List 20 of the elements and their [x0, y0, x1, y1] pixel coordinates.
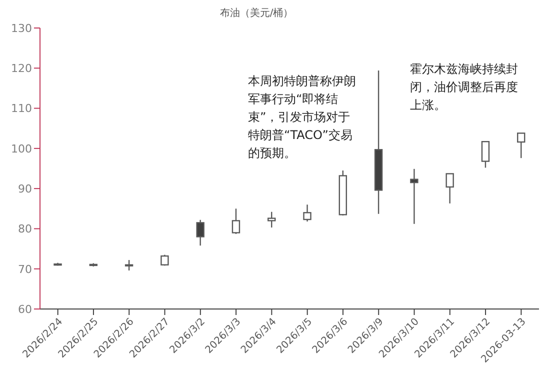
y-tick-label: 70 [18, 262, 32, 276]
candlestick [446, 173, 454, 204]
y-tick-label: 120 [11, 62, 32, 76]
candlestick [196, 219, 204, 246]
candlestick [517, 132, 526, 159]
chart-title: 布油（美元/桶） [218, 6, 294, 20]
y-tick-label: 90 [18, 182, 32, 196]
candlestick [232, 208, 240, 235]
y-tick-label: 60 [18, 302, 32, 316]
candlestick [410, 168, 418, 224]
y-tick-label: 80 [18, 222, 32, 236]
annotation: 霍尔木兹海峡持续封闭，油价调整后再度上涨。 [410, 61, 519, 114]
candlestick [481, 141, 490, 168]
candlestick [124, 259, 134, 272]
y-tick-label: 100 [11, 142, 32, 156]
y-tick-label: 110 [11, 102, 32, 116]
annotation: 本周初特朗普称伊朗军事行动“即将结束”，引发市场对于特朗普“TACO”交易的预期。 [248, 73, 357, 162]
candlestick [268, 211, 276, 228]
candlestick [303, 204, 312, 222]
y-tick-label: 130 [11, 22, 32, 35]
